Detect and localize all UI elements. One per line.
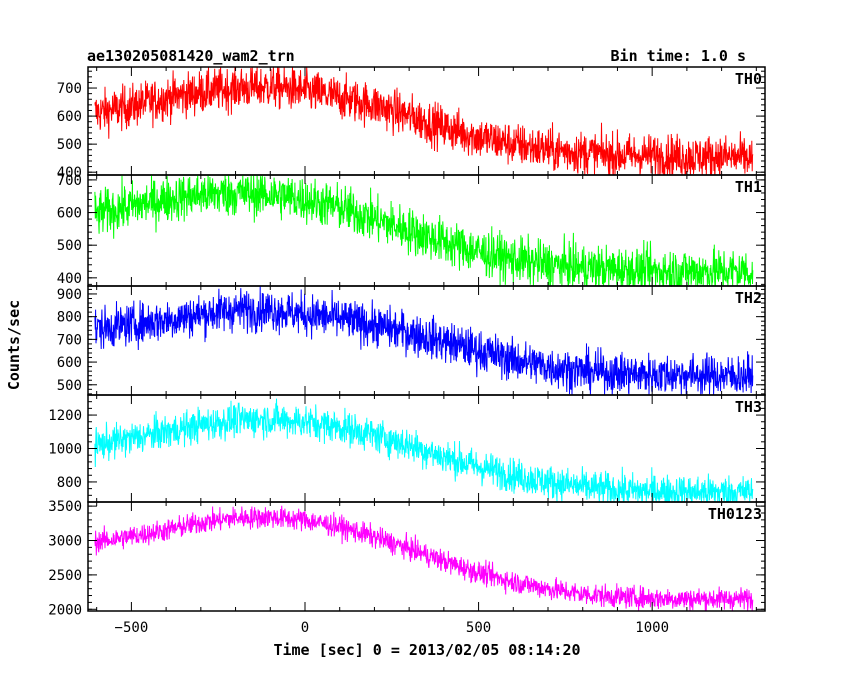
- panel-th2: 500 600 700 800 900 TH2: [57, 285, 766, 396]
- x-axis-label: Time [sec] 0 = 2013/02/05 08:14:20: [273, 641, 580, 659]
- chart-title: ae130205081420_wam2_trn: [87, 47, 295, 65]
- series-line-th0: [94, 66, 754, 176]
- x-tick-label: 500: [466, 620, 491, 636]
- y-tick-label: 600: [57, 355, 82, 371]
- y-tick-label: 800: [57, 310, 82, 326]
- panel-th0123: 2000 2500 3000 3500 TH0123: [48, 499, 766, 618]
- series-label-th0: TH0: [735, 70, 762, 88]
- panel-th0: 400 500 600 700 TH0: [57, 66, 766, 181]
- y-tick-label: 600: [57, 206, 82, 222]
- y-tick-label: 800: [57, 475, 82, 491]
- y-tick-label: 500: [57, 137, 82, 153]
- series-label-th3: TH3: [735, 398, 762, 416]
- y-tick-label: 500: [57, 378, 82, 394]
- series-label-th0123: TH0123: [708, 505, 762, 523]
- x-tick-label: 1000: [635, 620, 669, 636]
- y-tick-label: 1000: [48, 442, 82, 458]
- y-tick-label: 400: [57, 271, 82, 287]
- y-tick-label: 900: [57, 287, 82, 303]
- y-tick-label: 1200: [48, 408, 82, 424]
- bin-time-label: Bin time: 1.0 s: [611, 47, 746, 65]
- y-tick-label: 3500: [48, 499, 82, 515]
- series-label-th1: TH1: [735, 178, 762, 196]
- y-tick-label: 500: [57, 238, 82, 254]
- y-tick-label: 3000: [48, 534, 82, 550]
- x-tick-label: 0: [301, 620, 309, 636]
- y-tick-label: 700: [57, 332, 82, 348]
- series-line-th1: [94, 174, 754, 288]
- series-line-th2: [94, 285, 754, 396]
- series-label-th2: TH2: [735, 289, 762, 307]
- y-tick-label: 600: [57, 109, 82, 125]
- y-axis-label: Counts/sec: [5, 300, 23, 390]
- series-line-th0123: [94, 505, 754, 612]
- panel-th3: 800 1000 1200 TH3: [48, 394, 766, 503]
- y-tick-label: 2000: [48, 602, 82, 618]
- y-tick-label: 700: [57, 81, 82, 97]
- y-tick-label: 400: [57, 165, 82, 181]
- panels-group: 400 500 600 700 TH0 400 500 600 700 TH1 500 600 700 8…: [48, 66, 766, 636]
- panel-th1: 400 500 600 700 TH1: [57, 173, 766, 288]
- series-line-th3: [94, 398, 754, 503]
- y-tick-label: 700: [57, 173, 82, 189]
- x-tick-label: −500: [115, 620, 149, 636]
- panel-frame: [87, 501, 766, 612]
- y-tick-label: 2500: [48, 568, 82, 584]
